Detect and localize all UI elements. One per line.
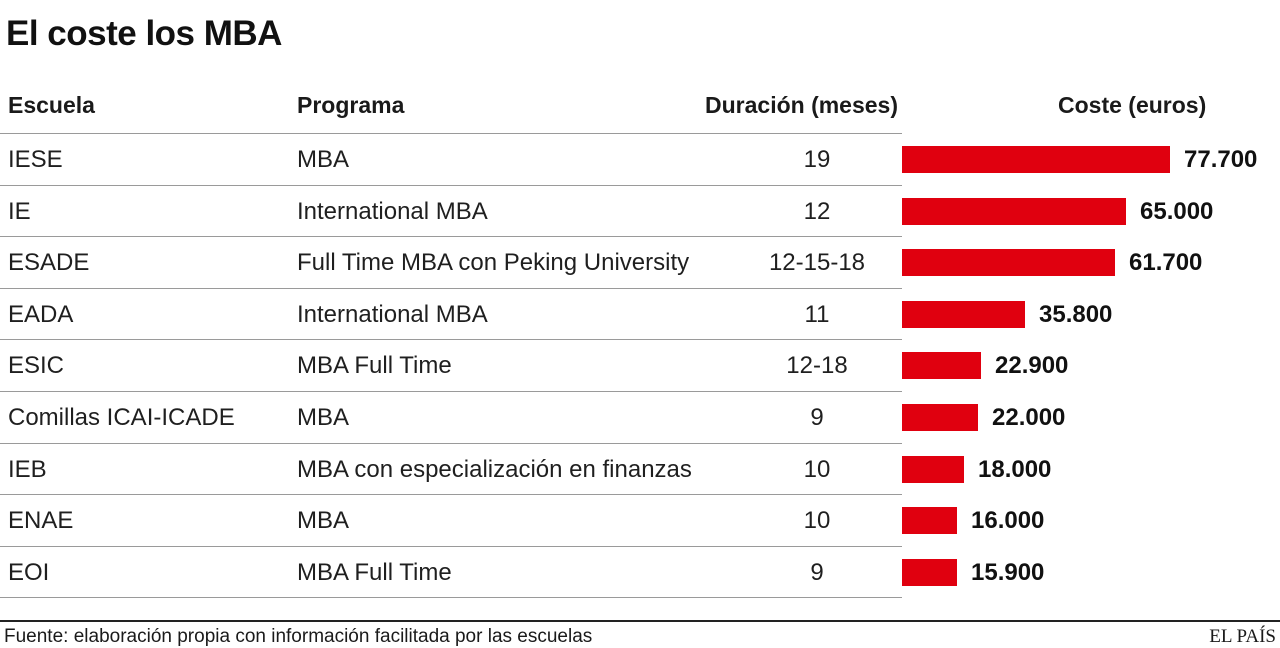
- escuela-cell: IEB: [8, 455, 47, 483]
- table-row: EOI MBA Full Time 9 15.900: [0, 547, 1280, 599]
- escuela-cell: ESADE: [8, 249, 90, 277]
- programa-cell: MBA: [297, 146, 350, 173]
- cost-value-label: 22.000: [992, 403, 1066, 431]
- table-body: IESE MBA 19 77.700 IE International MBA …: [0, 134, 1280, 599]
- row-divider: [0, 287, 902, 289]
- cost-bar: [902, 249, 1115, 277]
- programa-cell: MBA Full Time: [297, 558, 452, 586]
- programa-cell: MBA Full Time: [297, 352, 452, 380]
- programa-cell: MBA: [297, 507, 350, 535]
- column-header-programa: Programa: [297, 92, 405, 118]
- cost-bar: [902, 455, 964, 483]
- programa-cell: Full Time MBA con Peking University: [297, 249, 690, 277]
- row-divider: [0, 545, 902, 547]
- table-row: ESIC MBA Full Time 12-18 22.900: [0, 340, 1280, 392]
- row-divider: [0, 494, 902, 496]
- programa-cell: International MBA: [297, 197, 488, 225]
- escuela-cell: IESE: [8, 146, 63, 173]
- column-header-duracion: Duración (meses): [705, 92, 899, 118]
- cost-value-label: 16.000: [971, 507, 1045, 535]
- duracion-cell: 10: [803, 455, 831, 483]
- chart-title: El coste los MBA: [6, 14, 282, 53]
- row-divider: [0, 339, 902, 341]
- escuela-cell: ENAE: [8, 507, 74, 535]
- cost-bar: [902, 403, 978, 431]
- column-header-escuela: Escuela: [8, 92, 95, 118]
- duracion-cell: 9: [810, 558, 824, 586]
- cost-value-label: 22.900: [995, 352, 1069, 380]
- table-row: IE International MBA 12 65.000: [0, 186, 1280, 238]
- escuela-cell: IE: [8, 197, 31, 225]
- cost-bar: [902, 197, 1126, 225]
- escuela-cell: EOI: [8, 558, 50, 586]
- duracion-cell: 12-15-18: [768, 249, 866, 277]
- header-divider: [0, 133, 902, 134]
- programa-cell: MBA: [297, 403, 350, 431]
- cost-bar: [902, 352, 981, 380]
- cost-value-label: 35.800: [1039, 300, 1113, 328]
- duracion-cell: 9: [810, 403, 824, 431]
- escuela-cell: EADA: [8, 300, 74, 328]
- cost-bar: [902, 146, 1170, 173]
- table-row: IESE MBA 19 77.700: [0, 134, 1280, 186]
- escuela-cell: ESIC: [8, 352, 65, 380]
- duracion-cell: 12: [803, 197, 831, 225]
- row-divider: [0, 184, 902, 186]
- cost-value-label: 18.000: [978, 455, 1052, 483]
- row-divider: [0, 236, 902, 238]
- duracion-cell: 10: [803, 507, 831, 535]
- table-row: ENAE MBA 10 16.000: [0, 495, 1280, 547]
- programa-cell: MBA con especialización en finanzas: [297, 455, 692, 483]
- cost-bar: [902, 507, 957, 535]
- duracion-cell: 12-18: [786, 352, 848, 380]
- source-note: Fuente: elaboración propia con informaci…: [4, 626, 593, 647]
- escuela-cell: Comillas ICAI-ICADE: [8, 403, 235, 431]
- table-row: ESADE Full Time MBA con Peking Universit…: [0, 237, 1280, 289]
- table-row: Comillas ICAI-ICADE MBA 9 22.000: [0, 392, 1280, 444]
- footer-divider: [0, 620, 1280, 622]
- cost-bar: [902, 300, 1025, 328]
- table-row: IEB MBA con especialización en finanzas …: [0, 444, 1280, 496]
- duracion-cell: 11: [804, 300, 830, 328]
- cost-bar: [902, 558, 957, 586]
- row-divider: [0, 597, 902, 599]
- cost-value-label: 77.700: [1184, 146, 1258, 173]
- row-divider: [0, 390, 902, 392]
- cost-value-label: 65.000: [1140, 197, 1214, 225]
- cost-value-label: 61.700: [1129, 249, 1203, 277]
- cost-value-label: 15.900: [971, 558, 1045, 586]
- row-divider: [0, 442, 902, 444]
- duracion-cell: 19: [803, 146, 831, 173]
- brand-logo: EL PAÍS: [1209, 626, 1276, 647]
- programa-cell: International MBA: [297, 300, 488, 328]
- column-header-coste: Coste (euros): [1058, 92, 1207, 118]
- table-row: EADA International MBA 11 35.800: [0, 289, 1280, 341]
